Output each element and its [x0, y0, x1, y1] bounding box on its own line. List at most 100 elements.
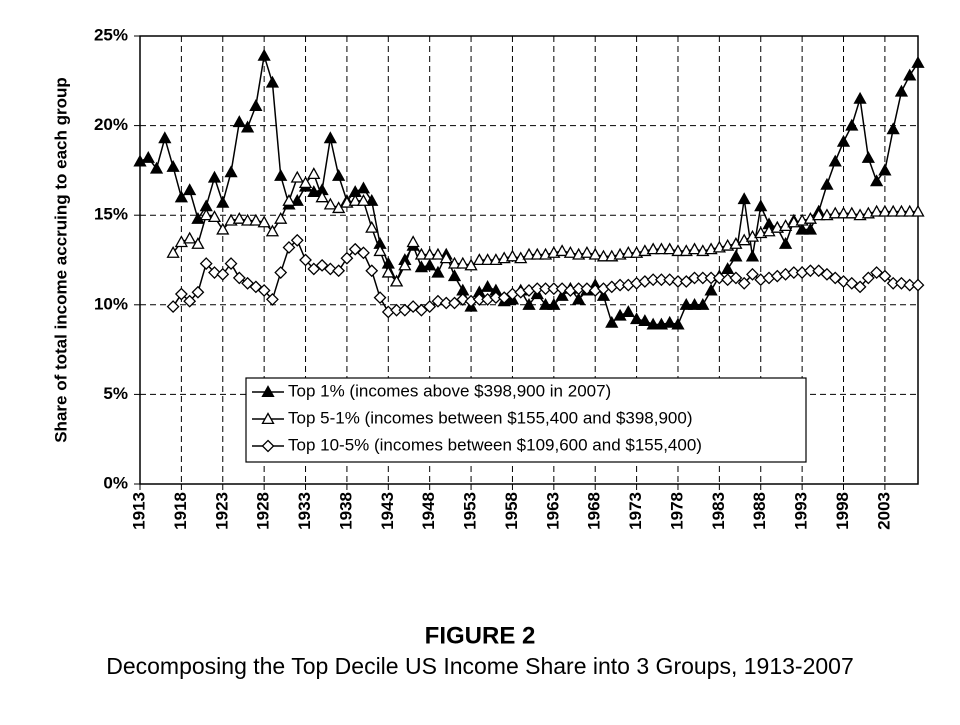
- data-point: [191, 211, 205, 224]
- data-point: [530, 247, 544, 260]
- data-point: [447, 269, 462, 282]
- data-point: [853, 91, 867, 104]
- data-point: [861, 271, 875, 285]
- data-point: [307, 167, 321, 180]
- data-point: [274, 168, 288, 181]
- data-point: [207, 210, 222, 223]
- data-point: [737, 233, 751, 246]
- data-point: [737, 276, 751, 290]
- legend-label: Top 1% (incomes above $398,900 in 2007): [288, 381, 611, 400]
- data-point: [216, 222, 230, 235]
- data-point: [687, 242, 702, 255]
- data-point: [240, 213, 255, 226]
- x-tick-label: 1953: [461, 492, 480, 530]
- data-point: [596, 249, 611, 262]
- data-point: [216, 267, 230, 281]
- data-point: [778, 237, 793, 249]
- data-point: [431, 294, 445, 308]
- data-point: [795, 222, 809, 235]
- data-point: [439, 296, 453, 310]
- data-point: [514, 251, 528, 264]
- chart-subtitle: Decomposing the Top Decile US Income Sha…: [106, 653, 854, 679]
- x-tick-label: 1963: [543, 492, 562, 530]
- legend-box: [245, 377, 807, 463]
- data-point: [183, 294, 197, 308]
- data-point: [870, 174, 884, 187]
- y-tick-label: 10%: [94, 294, 128, 313]
- data-point: [423, 300, 437, 314]
- chart-title: FIGURE 2: [425, 622, 536, 649]
- data-point: [696, 271, 710, 285]
- data-point: [191, 285, 205, 299]
- data-point: [323, 262, 337, 276]
- data-point: [654, 242, 669, 255]
- data-point: [290, 233, 304, 247]
- x-tick-label: 1918: [171, 492, 190, 530]
- plot-border: [139, 35, 919, 485]
- data-point: [646, 317, 660, 330]
- data-point: [266, 293, 279, 306]
- data-point: [249, 99, 263, 111]
- data-point: [332, 264, 346, 278]
- data-point: [389, 274, 404, 287]
- data-point: [357, 246, 370, 260]
- data-point: [712, 271, 726, 285]
- data-point: [431, 265, 445, 278]
- data-point: [588, 247, 602, 260]
- data-point: [629, 312, 644, 325]
- data-point: [687, 297, 702, 310]
- data-point: [249, 213, 263, 226]
- data-point: [886, 204, 900, 217]
- legend-marker: [261, 412, 275, 425]
- data-point: [530, 282, 544, 296]
- data-point: [820, 177, 834, 190]
- data-point: [381, 265, 395, 278]
- data-point: [886, 276, 900, 290]
- data-point: [431, 247, 445, 260]
- data-point: [837, 275, 850, 288]
- data-point: [472, 293, 486, 306]
- data-point: [778, 219, 793, 232]
- data-point: [216, 195, 230, 208]
- data-point: [199, 208, 213, 221]
- data-point: [174, 287, 188, 301]
- data-point: [447, 256, 462, 269]
- data-point: [166, 159, 180, 172]
- data-point: [522, 297, 536, 310]
- data-point: [274, 211, 288, 224]
- legend-label: Top 5-1% (incomes between $155,400 and $…: [288, 408, 693, 427]
- data-point: [505, 249, 520, 262]
- data-point: [572, 282, 586, 296]
- data-point: [166, 300, 180, 314]
- data-point: [563, 245, 577, 258]
- data-point: [663, 273, 677, 287]
- data-point: [472, 253, 486, 266]
- data-point: [332, 168, 346, 181]
- data-point: [232, 271, 246, 285]
- data-point: [754, 199, 768, 212]
- data-point: [894, 204, 909, 217]
- data-point: [828, 154, 842, 167]
- x-tick-label: 1923: [212, 492, 231, 530]
- data-point: [745, 249, 760, 262]
- data-point: [282, 194, 296, 206]
- x-tick-label: 1968: [585, 492, 604, 530]
- data-point: [538, 297, 553, 310]
- data-point: [828, 206, 842, 219]
- x-tick-label: 1983: [709, 492, 728, 530]
- data-point: [373, 244, 387, 257]
- data-point: [191, 237, 205, 249]
- data-point: [580, 245, 594, 258]
- data-point: [489, 291, 503, 305]
- data-point: [373, 291, 387, 305]
- x-tick-label: 2003: [874, 492, 893, 530]
- data-point: [133, 154, 147, 167]
- data-point: [903, 68, 917, 81]
- x-tick-label: 1988: [750, 492, 769, 530]
- y-tick-label: 20%: [94, 115, 128, 134]
- data-point: [836, 134, 851, 147]
- data-point: [803, 211, 818, 224]
- data-point: [257, 48, 271, 61]
- data-point: [282, 241, 296, 254]
- data-point: [696, 297, 710, 310]
